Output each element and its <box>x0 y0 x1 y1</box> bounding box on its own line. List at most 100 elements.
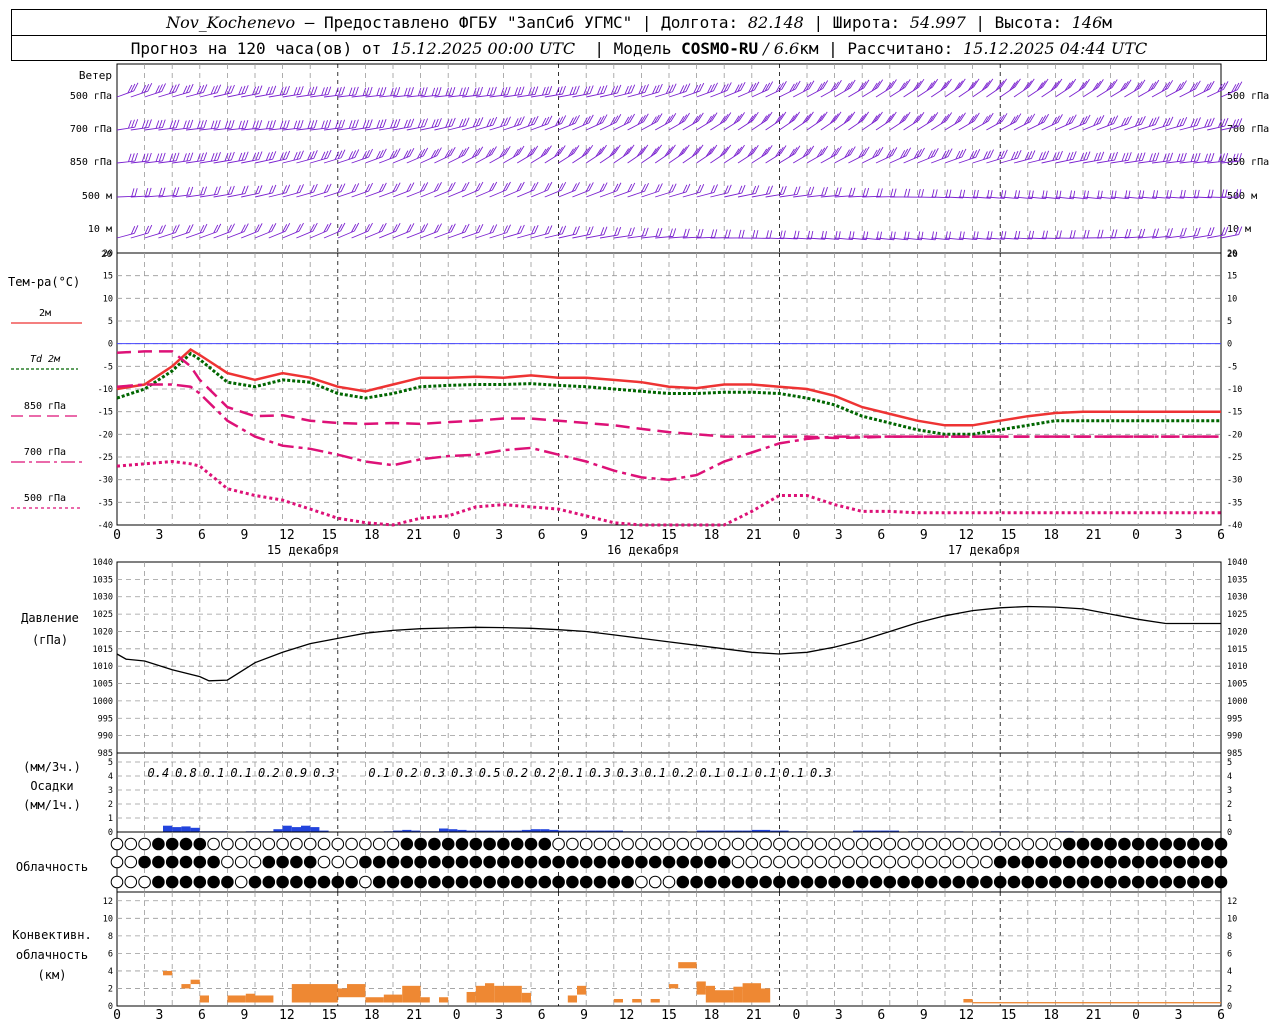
wind-barb-feather <box>352 119 356 129</box>
wind-barb-feather <box>362 151 367 160</box>
wind-barb-feather <box>1124 116 1129 126</box>
wind-barb-feather <box>874 81 881 90</box>
altitude-label: | Высота: <box>965 13 1072 32</box>
wind-barb-feather <box>310 86 315 96</box>
wind-barb-feather <box>844 149 850 158</box>
wind-barb <box>461 146 484 164</box>
wind-barb-feather <box>803 83 809 92</box>
wind-barb-feather <box>899 150 906 159</box>
wind-barb-feather <box>368 148 373 158</box>
wind-barb-feather <box>575 85 580 94</box>
wind-barb-feather <box>189 83 194 93</box>
conv-cloud-bar <box>733 986 743 1003</box>
wind-barb <box>999 78 1021 98</box>
wind-barb-feather <box>252 120 256 129</box>
wind-barb-feather <box>352 87 356 96</box>
wind-barb-feather <box>141 153 146 162</box>
wind-barb-feather <box>534 86 539 95</box>
wind-barb-feather <box>451 117 456 127</box>
wind-barb-feather <box>1085 114 1091 124</box>
wind-barb-feather <box>860 81 867 90</box>
wind-barb-feather <box>830 149 837 158</box>
conv-cloud-bar <box>420 997 430 1003</box>
wind-barb-feather <box>986 150 991 159</box>
wind-barb-feather <box>1231 119 1236 128</box>
wind-barb-feather <box>420 118 425 128</box>
wind-barb-feather <box>1012 114 1019 124</box>
wind-barb <box>875 111 897 131</box>
wind-barb-feather <box>843 115 850 124</box>
wind-barb <box>241 120 263 131</box>
wind-barb-feather <box>846 113 853 122</box>
wind-barb-feather <box>158 153 163 162</box>
conv-cloud-bar <box>291 984 338 1003</box>
wind-barb-feather <box>926 82 933 91</box>
wind-barb-feather <box>973 78 980 88</box>
wind-barb-feather <box>444 149 450 159</box>
wind-barb <box>820 111 842 131</box>
wind-barb-feather <box>390 119 394 129</box>
wind-barb-feather <box>419 148 426 158</box>
wind-barb-feather <box>598 146 605 156</box>
wind-barb <box>448 86 470 98</box>
wind-barb-feather <box>862 111 870 121</box>
wind-barb <box>503 86 525 98</box>
wind-barb-feather <box>1165 117 1171 126</box>
wind-barb <box>986 113 1008 131</box>
wind-barb-feather <box>1000 150 1005 159</box>
wind-barb <box>917 112 939 131</box>
wind-barb-feather <box>711 144 718 154</box>
wind-barb-feather <box>638 85 643 95</box>
wind-barb-feather <box>971 114 977 123</box>
wind-barb <box>406 87 428 98</box>
x-tick-label: 15 <box>661 1008 677 1023</box>
wind-barb-feather <box>1189 83 1195 92</box>
wind-barb-feather <box>161 83 166 92</box>
wind-barb-feather <box>376 120 381 129</box>
wind-barb-feather <box>583 86 588 95</box>
wind-barb-feather <box>238 86 243 95</box>
wind-barb-feather <box>1238 118 1243 127</box>
wind-barb <box>130 119 152 131</box>
wind-barb-feather <box>461 148 467 157</box>
wind-level-labels-left: 500 гПа 700 гПа 850 гПа 500 м 10 м <box>70 91 112 235</box>
wind-barb-feather <box>348 151 354 160</box>
wind-barb-feather <box>127 120 132 129</box>
wind-barb-feather <box>625 146 632 155</box>
wind-barb-feather <box>376 87 380 96</box>
wind-barb <box>861 111 883 131</box>
wind-barb-feather <box>816 115 823 124</box>
wind-barb-feather <box>450 147 456 156</box>
wind-barb-feather <box>255 151 260 161</box>
wind-barb-feather <box>722 113 729 123</box>
wind-barb-feather <box>808 80 815 89</box>
wind-barb-feather <box>630 84 636 93</box>
wind-barb-feather <box>849 111 856 121</box>
wind-barb-feather <box>816 83 823 92</box>
wind-barb-feather <box>144 119 149 129</box>
x-tick-label: 12 <box>958 1008 974 1023</box>
wind-barb-feather <box>609 148 616 157</box>
wind-barb-feather <box>502 147 508 157</box>
wind-barb <box>392 118 415 131</box>
wind-barb-feather <box>679 85 685 94</box>
wind-barb <box>1055 151 1077 164</box>
conv-title-1: Конвективн. <box>12 928 91 942</box>
wind-barb-feather <box>667 146 674 155</box>
wind-barb-feather <box>1113 115 1119 124</box>
wind-barb-feather <box>186 120 190 129</box>
wind-barb <box>516 145 539 164</box>
wind-barb <box>310 86 332 98</box>
wind-barb <box>765 145 787 164</box>
wind-barb <box>599 144 621 164</box>
wind-barb-feather <box>489 117 495 127</box>
wind-barb-feather <box>436 147 442 156</box>
wind-barb-feather <box>1122 81 1129 90</box>
wind-barb-feather <box>628 144 635 154</box>
wind-level-label: 500 м <box>1227 191 1257 202</box>
wind-barb-feather <box>667 114 674 124</box>
wind-barb-feather <box>544 116 550 126</box>
wind-barb-feather <box>515 147 522 156</box>
wind-barb-feather <box>596 117 602 126</box>
wind-barb <box>503 145 525 164</box>
